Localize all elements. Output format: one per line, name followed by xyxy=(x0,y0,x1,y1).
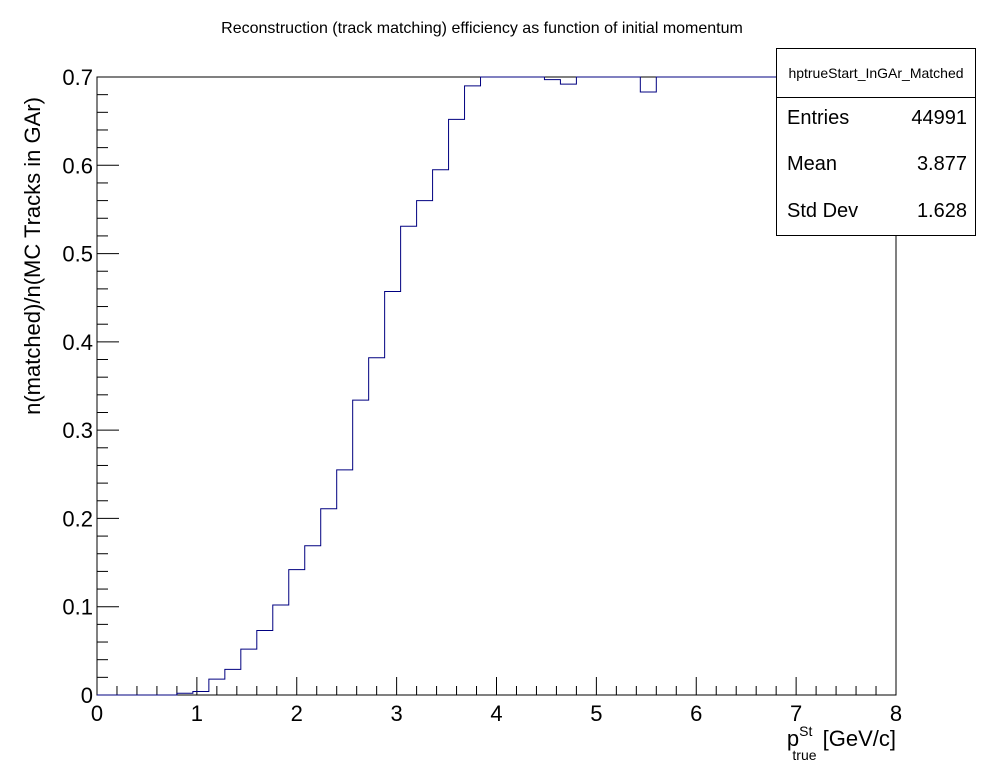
y-tick-label: 0.2 xyxy=(62,506,93,531)
x-tick-label: 2 xyxy=(291,701,303,726)
chart-title: Reconstruction (track matching) efficien… xyxy=(221,20,743,37)
stats-label: Mean xyxy=(787,153,838,175)
y-tick-label: 0.7 xyxy=(62,65,93,90)
x-tick-label: 6 xyxy=(690,701,702,726)
x-tick-label: 0 xyxy=(91,701,103,726)
x-axis-label-unit: [GeV/c] xyxy=(817,726,896,751)
y-tick-label: 0.3 xyxy=(62,418,93,443)
y-tick-label: 0 xyxy=(81,683,93,708)
stats-value: 1.628 xyxy=(916,200,967,222)
stats-label: Std Dev xyxy=(787,200,859,222)
x-axis-label: pSt true [GeV/c] xyxy=(787,723,896,763)
stats-title: hptrueStart_InGAr_Matched xyxy=(777,49,975,98)
stats-value: 44991 xyxy=(911,107,967,129)
y-tick-label: 0.5 xyxy=(62,242,93,267)
y-tick-label: 0.1 xyxy=(62,595,93,620)
y-axis-label: n(matched)/n(MC Tracks in GAr) xyxy=(20,97,45,415)
stats-value: 3.877 xyxy=(916,153,967,175)
x-tick-label: 3 xyxy=(391,701,403,726)
y-tick-label: 0.4 xyxy=(62,330,93,355)
stats-box: hptrueStart_InGAr_Matched Entries 44991 … xyxy=(776,48,976,236)
x-tick-label: 8 xyxy=(890,701,902,726)
x-tick-label: 5 xyxy=(590,701,602,726)
x-axis-label-sup: St xyxy=(799,723,812,739)
x-tick-label: 1 xyxy=(191,701,203,726)
histogram-line xyxy=(97,76,896,696)
y-tick-label: 0.6 xyxy=(62,153,93,178)
x-axis-label-sub: true xyxy=(792,747,816,763)
stats-label: Entries xyxy=(787,107,850,129)
x-axis-label-main: p xyxy=(787,726,799,751)
x-tick-label: 7 xyxy=(790,701,802,726)
x-tick-label: 4 xyxy=(490,701,502,726)
